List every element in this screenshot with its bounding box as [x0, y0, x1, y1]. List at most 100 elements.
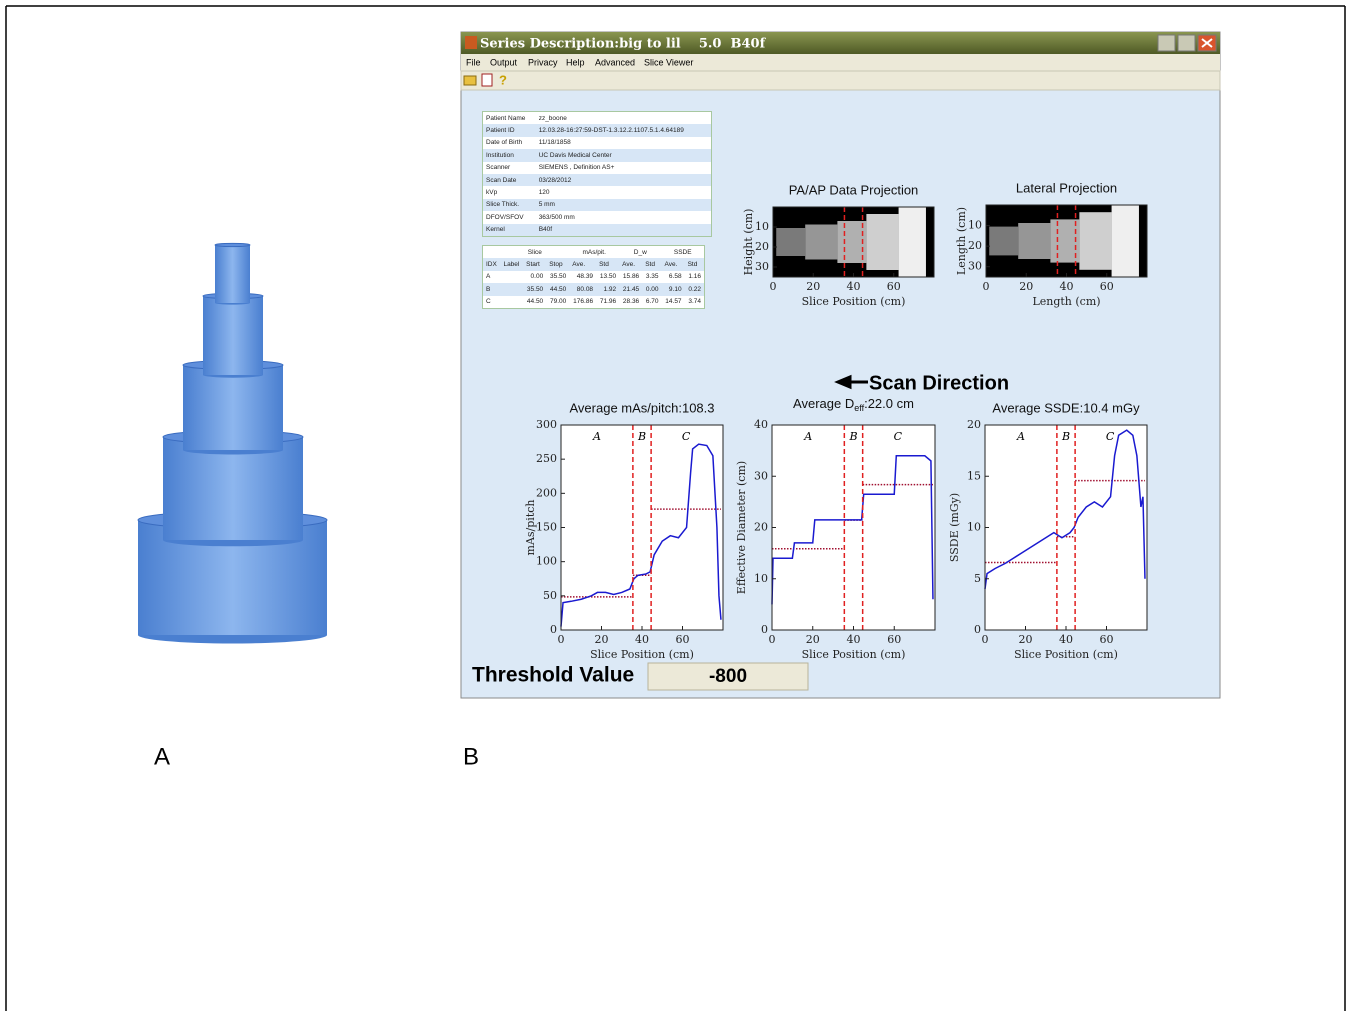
minimize-button[interactable]: [1158, 35, 1175, 51]
x-axis-label: Slice Position (cm): [802, 648, 906, 661]
threshold-value[interactable]: -800: [709, 666, 747, 687]
table-cell: Std: [685, 258, 705, 270]
table-cell: 9.10: [662, 283, 685, 295]
window-title: Series Description:big to lil 5.0 B40f: [480, 37, 767, 52]
menu-item[interactable]: Slice Viewer: [644, 57, 693, 67]
maximize-button[interactable]: [1178, 35, 1195, 51]
table-cell: 6.58: [662, 271, 685, 283]
table-cell: 21.45: [619, 283, 642, 295]
y-tick-label: 50: [543, 589, 557, 602]
chart-title: Average mAs/pitch:108.3: [569, 400, 714, 415]
x-tick-label: 0: [982, 633, 989, 646]
y-tick-label: 10: [967, 521, 981, 534]
help-icon[interactable]: ?: [499, 72, 507, 87]
open-icon[interactable]: [464, 76, 476, 85]
table-cell: Slice Thick.: [483, 199, 536, 211]
x-axis-label: Slice Position (cm): [1014, 648, 1118, 661]
y-tick-label: 250: [536, 452, 557, 465]
table-row: Slice Thick.5 mm: [483, 199, 712, 211]
table-cell: 48.39: [569, 271, 596, 283]
table-cell: 0.00: [642, 283, 661, 295]
table-cell: SIEMENS , Definition AS+: [536, 162, 712, 174]
table-row: B35.5044.5080.081.9221.450.009.100.22: [483, 283, 705, 295]
toolbar: [461, 71, 1220, 90]
table-cell: [500, 283, 523, 295]
table-cell: C: [483, 296, 501, 309]
y-tick-label: 30: [754, 469, 768, 482]
menu-item[interactable]: File: [466, 57, 481, 67]
x-tick-label: 40: [847, 633, 861, 646]
table-cell: 5 mm: [536, 199, 712, 211]
table-cell: Kernel: [483, 224, 536, 237]
table-cell: Institution: [483, 149, 536, 161]
region-label: C: [894, 430, 903, 443]
scan-direction: Scan Direction: [869, 372, 1009, 394]
table-row: SlicemAs/pit.D_wSSDE: [483, 246, 705, 259]
title-sub: eff: [854, 403, 864, 413]
table-cell: Slice: [500, 246, 569, 259]
table-cell: 1.92: [596, 283, 619, 295]
menu-item[interactable]: Privacy: [528, 57, 558, 67]
x-axis-label: Slice Position (cm): [802, 295, 906, 308]
table-cell: Scanner: [483, 162, 536, 174]
table-cell: Ave.: [569, 258, 596, 270]
projection-block: [776, 228, 805, 256]
patient-table: Patient Namezz_boonePatient ID12.03.28-1…: [482, 111, 712, 237]
threshold-label: Threshold Value: [472, 664, 634, 687]
chart-title: PA/AP Data Projection: [789, 182, 919, 197]
y-axis-label: Effective Diameter (cm): [735, 461, 748, 594]
table-cell: 363/500 mm: [536, 211, 712, 223]
x-tick-label: 40: [635, 633, 649, 646]
table-cell: 120: [536, 186, 712, 198]
pdf-icon[interactable]: [482, 74, 492, 86]
projection-block: [989, 227, 1018, 256]
x-tick-label: 0: [983, 280, 990, 293]
menu-item[interactable]: Help: [566, 57, 585, 67]
x-tick-label: 20: [595, 633, 609, 646]
table-cell: Stop: [546, 258, 569, 270]
x-axis-label: Slice Position (cm): [590, 648, 694, 661]
table-cell: 0.22: [685, 283, 705, 295]
region-label: C: [1106, 430, 1115, 443]
menu-item[interactable]: Output: [490, 57, 518, 67]
y-axis-label: SSDE (mGy): [948, 493, 961, 562]
projection-block: [1079, 212, 1111, 270]
region-label: B: [1061, 430, 1070, 443]
x-tick-label: 40: [847, 280, 861, 293]
menu-item[interactable]: Advanced: [595, 57, 635, 67]
x-tick-label: 60: [1100, 633, 1114, 646]
x-tick-label: 20: [1019, 280, 1033, 293]
panel-label: B: [463, 743, 479, 770]
table-cell: Std: [642, 258, 661, 270]
table-cell: 1.16: [685, 271, 705, 283]
x-tick-label: 60: [676, 633, 690, 646]
table-cell: Start: [523, 258, 546, 270]
plot-area: [985, 425, 1147, 630]
table-cell: Date of Birth: [483, 137, 536, 149]
table-row: Patient ID12.03.28-16:27:59-DST-1.3.12.2…: [483, 124, 712, 136]
y-tick-label: 0: [550, 623, 557, 636]
table-cell: 11/18/1858: [536, 137, 712, 149]
title-rest: :22.0 cm: [864, 396, 914, 411]
projection-block: [1112, 205, 1139, 277]
y-axis-label: mAs/pitch: [524, 500, 537, 556]
x-tick-label: 40: [1059, 633, 1073, 646]
table-cell: 28.36: [619, 296, 642, 309]
table-cell: 35.50: [523, 283, 546, 295]
y-tick-label: 15: [967, 469, 981, 482]
y-tick-label: 20: [754, 521, 768, 534]
cake-top: [215, 243, 250, 246]
table-cell: Ave.: [619, 258, 642, 270]
y-tick-label: 10: [754, 572, 768, 585]
table-row: A0.0035.5048.3913.5015.863.356.581.16: [483, 271, 705, 283]
y-tick-label: 10: [755, 220, 769, 233]
app-icon: [465, 36, 477, 49]
chart-title: Average Deff:22.0 cm: [793, 396, 914, 413]
menu: File Output Privacy Help Advanced Slice Viewe…: [466, 57, 693, 67]
region-label: A: [1016, 430, 1025, 443]
table-cell: 6.70: [642, 296, 661, 309]
